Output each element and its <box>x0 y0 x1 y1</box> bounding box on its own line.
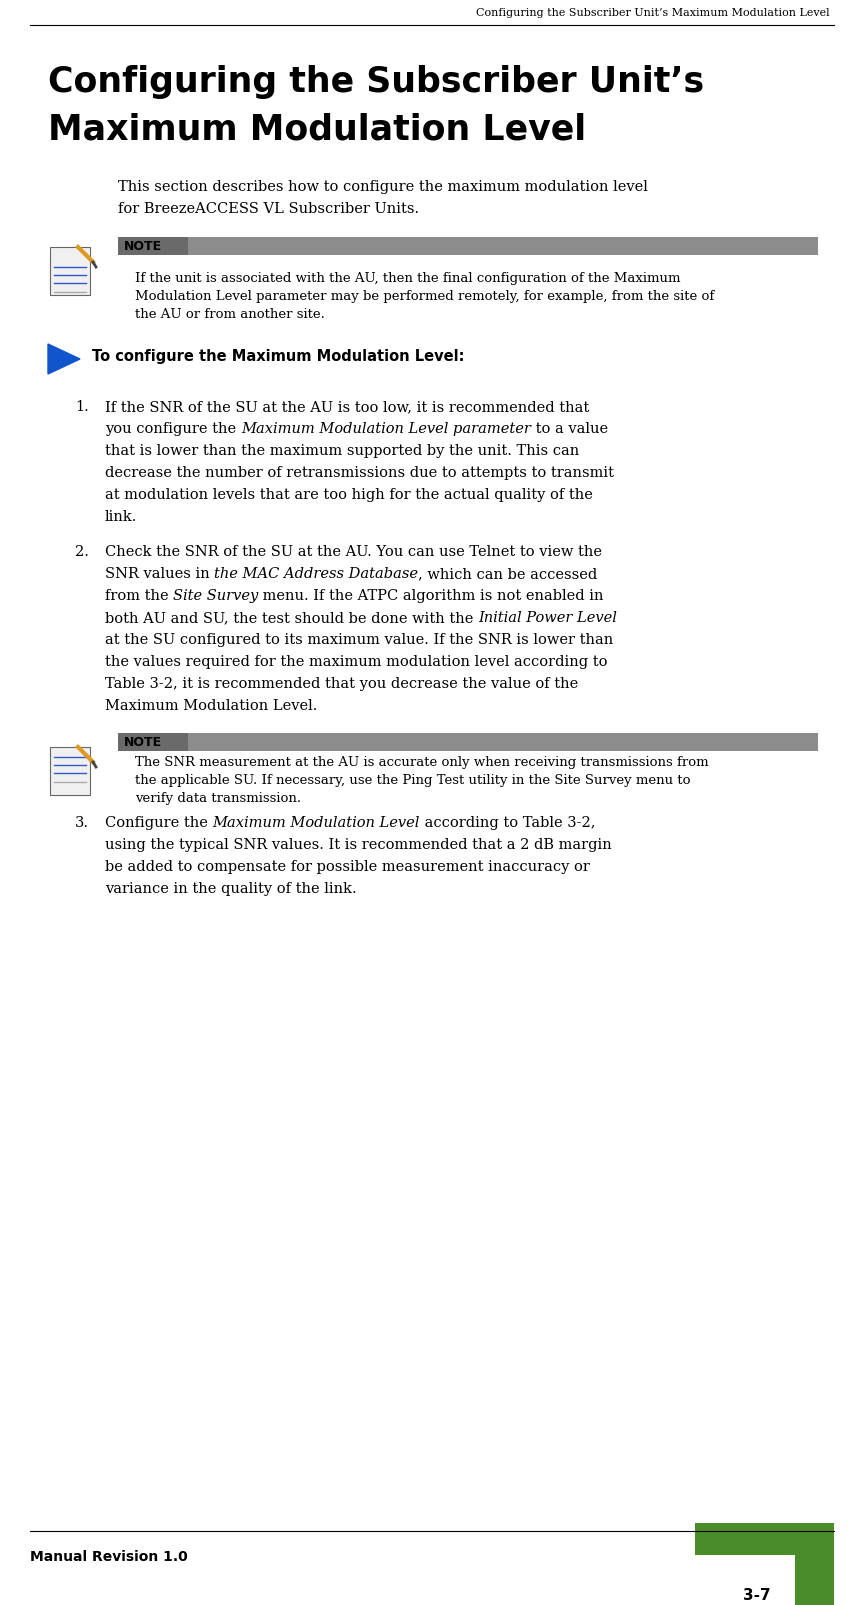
Text: the MAC Address Database: the MAC Address Database <box>214 567 418 581</box>
Text: be added to compensate for possible measurement inaccuracy or: be added to compensate for possible meas… <box>105 859 590 873</box>
Text: Maximum Modulation Level.: Maximum Modulation Level. <box>105 698 317 713</box>
Text: verify data transmission.: verify data transmission. <box>135 791 302 804</box>
Text: 3-7: 3-7 <box>743 1587 771 1602</box>
Text: 1.: 1. <box>75 400 89 414</box>
Text: If the SNR of the SU at the AU is too low, it is recommended that: If the SNR of the SU at the AU is too lo… <box>105 400 589 414</box>
Text: If the unit is associated with the AU, then the final configuration of the Maxim: If the unit is associated with the AU, t… <box>135 271 681 284</box>
Text: SNR values in: SNR values in <box>105 567 214 581</box>
Text: NOTE: NOTE <box>124 239 162 254</box>
Bar <box>695 1555 795 1605</box>
Text: Configuring the Subscriber Unit’s Maximum Modulation Level: Configuring the Subscriber Unit’s Maximu… <box>476 8 830 18</box>
Text: Manual Revision 1.0: Manual Revision 1.0 <box>30 1549 187 1563</box>
Text: To configure the Maximum Modulation Level:: To configure the Maximum Modulation Leve… <box>92 348 465 364</box>
Text: the AU or from another site.: the AU or from another site. <box>135 308 325 321</box>
Text: Table 3-2, it is recommended that you decrease the value of the: Table 3-2, it is recommended that you de… <box>105 677 578 690</box>
Text: NOTE: NOTE <box>124 735 162 748</box>
Bar <box>118 733 188 751</box>
Text: to a value: to a value <box>530 422 607 435</box>
Text: Maximum Modulation Level parameter: Maximum Modulation Level parameter <box>241 422 530 435</box>
Text: decrease the number of retransmissions due to attempts to transmit: decrease the number of retransmissions d… <box>105 465 614 480</box>
Text: at the SU configured to its maximum value. If the SNR is lower than: at the SU configured to its maximum valu… <box>105 632 613 647</box>
Text: menu. If the ATPC algorithm is not enabled in: menu. If the ATPC algorithm is not enabl… <box>258 589 604 602</box>
Bar <box>118 733 818 751</box>
Bar <box>118 238 188 255</box>
Text: that is lower than the maximum supported by the unit. This can: that is lower than the maximum supported… <box>105 443 579 457</box>
Bar <box>795 1523 834 1605</box>
Text: for BreezeACCESS VL Subscriber Units.: for BreezeACCESS VL Subscriber Units. <box>118 202 419 215</box>
Bar <box>50 247 90 295</box>
Bar <box>118 238 818 255</box>
Bar <box>50 748 90 796</box>
Text: The SNR measurement at the AU is accurate only when receiving transmissions from: The SNR measurement at the AU is accurat… <box>135 756 708 769</box>
Text: according to Table 3-2,: according to Table 3-2, <box>420 815 595 830</box>
Text: you configure the: you configure the <box>105 422 241 435</box>
Text: Check the SNR of the SU at the AU. You can use Telnet to view the: Check the SNR of the SU at the AU. You c… <box>105 544 602 559</box>
Text: 3.: 3. <box>75 815 89 830</box>
Text: This section describes how to configure the maximum modulation level: This section describes how to configure … <box>118 180 648 194</box>
Text: Initial Power Level: Initial Power Level <box>478 610 617 624</box>
Text: the values required for the maximum modulation level according to: the values required for the maximum modu… <box>105 655 607 669</box>
Text: , which can be accessed: , which can be accessed <box>418 567 598 581</box>
Text: the applicable SU. If necessary, use the Ping Test utility in the Site Survey me: the applicable SU. If necessary, use the… <box>135 774 690 786</box>
Text: Site Survey: Site Survey <box>174 589 258 602</box>
Text: Maximum Modulation Level: Maximum Modulation Level <box>48 112 586 146</box>
Text: Modulation Level parameter may be performed remotely, for example, from the site: Modulation Level parameter may be perfor… <box>135 291 715 303</box>
Polygon shape <box>48 345 80 374</box>
Text: Configure the: Configure the <box>105 815 213 830</box>
Text: 2.: 2. <box>75 544 89 559</box>
Text: both AU and SU, the test should be done with the: both AU and SU, the test should be done … <box>105 610 478 624</box>
Text: variance in the quality of the link.: variance in the quality of the link. <box>105 881 357 896</box>
Text: from the: from the <box>105 589 174 602</box>
Text: using the typical SNR values. It is recommended that a 2 dB margin: using the typical SNR values. It is reco… <box>105 838 612 852</box>
Text: link.: link. <box>105 510 137 523</box>
Bar <box>695 1523 834 1555</box>
Text: Configuring the Subscriber Unit’s: Configuring the Subscriber Unit’s <box>48 64 704 100</box>
Text: Maximum Modulation Level: Maximum Modulation Level <box>213 815 420 830</box>
Text: at modulation levels that are too high for the actual quality of the: at modulation levels that are too high f… <box>105 488 593 502</box>
